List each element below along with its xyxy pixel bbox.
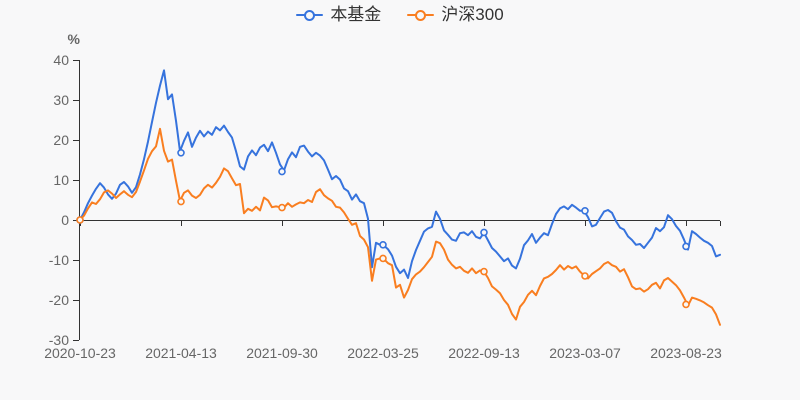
csi300-point-marker[interactable] — [76, 216, 84, 224]
y-axis-unit-label: % — [68, 31, 81, 47]
y-axis-tick-label: 40 — [53, 52, 69, 68]
x-axis-tick-label: 2020-10-23 — [44, 345, 116, 361]
csi300-point-marker[interactable] — [278, 203, 286, 212]
fund-series-line[interactable] — [79, 69, 721, 279]
x-axis-tick-label: 2022-09-13 — [448, 345, 520, 361]
y-axis-tick-label: 10 — [53, 172, 69, 188]
csi300-point-marker[interactable] — [581, 272, 589, 280]
chart-legend: 本基金 沪深300 — [0, 5, 800, 25]
csi300-point-marker[interactable] — [379, 254, 387, 263]
x-axis-tick-label: 2023-03-07 — [549, 345, 621, 361]
x-axis-tick-label: 2023-08-23 — [650, 345, 722, 361]
legend-line-circle-marker-icon — [296, 9, 324, 22]
y-axis-tick-label: 20 — [53, 132, 69, 148]
csi300-series-line[interactable] — [79, 127, 721, 326]
y-axis-tick-label: 30 — [53, 92, 69, 108]
csi300-point-marker[interactable] — [177, 197, 185, 206]
legend-item-csi300[interactable]: 沪深300 — [407, 5, 504, 25]
y-axis-tick-label: -20 — [49, 292, 69, 308]
fund-point-marker[interactable] — [581, 207, 589, 215]
fund-point-marker[interactable] — [480, 228, 488, 237]
y-axis-tick-label: 0 — [61, 212, 69, 228]
fund-point-marker[interactable] — [682, 242, 690, 251]
x-axis-tick-label: 2022-03-25 — [347, 345, 419, 361]
y-axis-tick-label: -30 — [49, 332, 69, 348]
csi300-point-marker[interactable] — [682, 300, 690, 309]
fund-point-marker[interactable] — [278, 167, 286, 176]
legend-label-csi300: 沪深300 — [441, 5, 504, 24]
csi300-point-marker[interactable] — [480, 267, 488, 276]
fund-point-marker[interactable] — [379, 241, 387, 249]
fund-point-marker[interactable] — [177, 149, 185, 157]
legend-label-fund: 本基金 — [330, 5, 382, 24]
x-axis-tick-label: 2021-04-13 — [145, 345, 217, 361]
x-axis-tick-label: 2021-09-30 — [246, 345, 318, 361]
legend-item-fund[interactable]: 本基金 — [296, 5, 381, 25]
y-axis-tick-label: -10 — [49, 252, 69, 268]
legend-line-circle-marker-icon — [407, 9, 435, 22]
